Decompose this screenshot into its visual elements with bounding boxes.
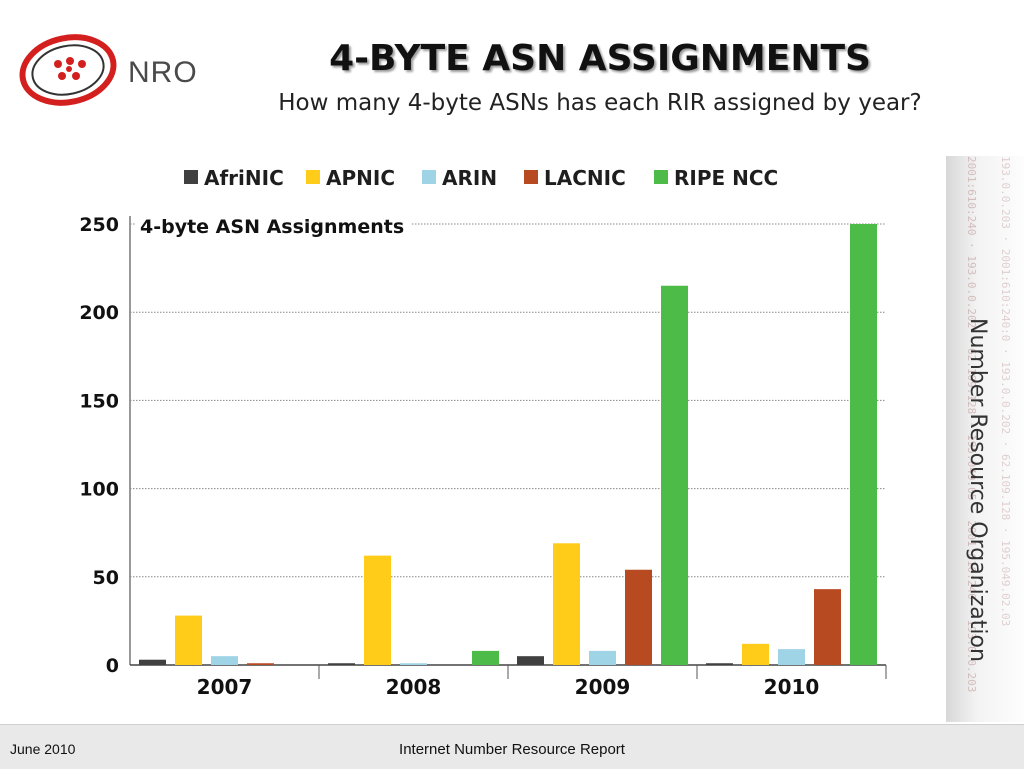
legend-item-lacnic: LACNIC [524,166,626,190]
legend-label: ARIN [442,166,498,190]
legend-swatch-arin [422,170,436,184]
legend-item-afrinic: AfriNIC [184,166,284,190]
bar-lacnic-2009 [625,569,652,665]
legend-swatch-lacnic [524,170,538,184]
legend-label: AfriNIC [204,166,284,190]
bar-apnic-2007 [175,615,202,665]
page-subtitle: How many 4-byte ASNs has each RIR assign… [278,90,922,116]
footer-bar: June 2010 Internet Number Resource Repor… [0,724,1024,769]
bar-arin-2008 [400,663,427,665]
categories-layer: 2007 2008 2009 2010 [197,675,820,699]
x-category-label: 2008 [386,675,442,699]
bar-lacnic-2010 [814,589,841,665]
bar-arin-2009 [589,650,616,665]
y-tick-label: 0 [106,655,119,677]
bar-afrinic-2008 [328,663,355,665]
y-tick-label: 250 [79,214,119,236]
y-tick-label: 200 [79,302,119,324]
side-decorative-strip: 2001:610:240 · 193.0.0.202 · 62.109.128 … [946,156,1024,722]
bar-lacnic-2007 [247,663,274,665]
brand-name: NRO [128,56,198,89]
x-category-label: 2009 [575,675,631,699]
legend-item-ripe-ncc: RIPE NCC [654,166,778,190]
grid-layer [129,216,887,679]
bar-apnic-2008 [364,555,391,665]
page-title: 4-BYTE ASN ASSIGNMENTS [329,38,871,79]
footer-report-name: Internet Number Resource Report [399,741,625,758]
bar-apnic-2010 [742,643,769,665]
y-tick-label: 50 [93,567,119,589]
legend-swatch-apnic [306,170,320,184]
footer-date: June 2010 [10,741,76,757]
legend-swatch-afrinic [184,170,198,184]
legend-label: RIPE NCC [674,166,779,190]
bar-chart: 4-byte ASN Assignments 0 50 100 150 200 250 2… [79,212,887,699]
bar-ripe-ncc-2010 [850,224,877,665]
bars-layer [139,224,877,665]
bar-apnic-2009 [553,543,580,665]
ticks-layer: 0 50 100 150 200 250 [79,214,119,677]
legend-item-apnic: APNIC [306,166,395,190]
y-tick-label: 100 [79,479,119,501]
x-category-label: 2010 [764,675,820,699]
legend-label: APNIC [326,166,395,190]
legend-label: LACNIC [544,166,626,190]
bar-afrinic-2010 [706,663,733,665]
y-tick-label: 150 [79,390,119,412]
side-org-name: Number Resource Organization [965,318,990,662]
nro-logo [19,34,117,106]
inner-title-background [136,212,412,242]
bar-arin-2007 [211,656,238,665]
bar-arin-2010 [778,649,805,665]
side-decorative-numbers-2: 193.0.0.203 · 2001:610:240:0 · 193.0.0.2… [999,156,1012,627]
chart-legend: AfriNIC APNIC ARIN LACNIC RIPE NCC [0,166,1024,192]
side-decorative-numbers: 2001:610:240 · 193.0.0.202 · 62.109.128 … [965,156,978,693]
x-category-label: 2007 [197,675,253,699]
bar-afrinic-2007 [139,659,166,665]
chart-inner-title: 4-byte ASN Assignments [140,216,404,238]
bar-ripe-ncc-2008 [472,650,499,665]
bar-afrinic-2009 [517,656,544,665]
legend-swatch-ripe-ncc [654,170,668,184]
legend-item-arin: ARIN [422,166,497,190]
bar-ripe-ncc-2009 [661,285,688,665]
